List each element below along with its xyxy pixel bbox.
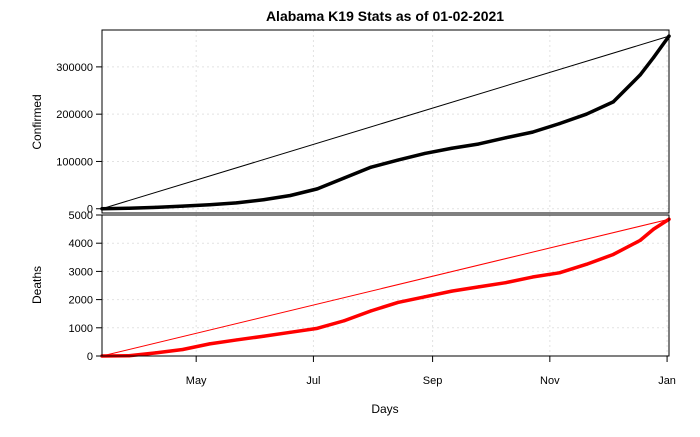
data-point: [154, 351, 158, 355]
y-axis-label: Confirmed: [30, 94, 44, 149]
data-point: [450, 289, 454, 293]
grid-layer: [102, 30, 669, 357]
data-point: [557, 122, 562, 126]
data-point: [127, 206, 131, 210]
data-point: [638, 73, 642, 77]
reference-line-deaths: [101, 218, 670, 357]
data-point: [261, 198, 266, 202]
data-point: [652, 227, 656, 231]
data-point: [369, 165, 373, 169]
y-tick-label: 200000: [56, 109, 93, 121]
data-point: [530, 275, 535, 279]
plot-frame: [101, 214, 670, 357]
data-point: [477, 142, 481, 146]
x-tick-label: May: [186, 375, 207, 387]
y-axis-label: Deaths: [30, 266, 44, 304]
y-tick-label: 100000: [56, 156, 93, 168]
data-point: [611, 252, 615, 257]
data-point: [234, 338, 239, 342]
data-point: [369, 309, 373, 313]
data-point: [208, 203, 212, 207]
data-point: [530, 130, 535, 134]
chart-title: Alabama K19 Stats as of 01-02-2021: [266, 8, 504, 24]
data-point: [288, 193, 292, 198]
data-point: [342, 319, 346, 323]
data-point: [611, 100, 615, 104]
data-point: [423, 151, 427, 156]
data-point: [288, 330, 292, 334]
reference-line-confirmed: [101, 35, 670, 210]
data-point: [154, 205, 158, 209]
data-point: [477, 285, 481, 289]
data-point: [423, 295, 427, 299]
y-tick-label: 1000: [69, 323, 93, 335]
data-point: [557, 271, 562, 275]
data-point: [181, 204, 185, 208]
y-tick-label: 2000: [69, 295, 93, 307]
data-point: [504, 281, 508, 285]
panel-confirmed: 0 100000 200000 300000 Confirmed: [30, 29, 671, 216]
data-point: [584, 112, 588, 116]
y-tick-label: 3000: [69, 266, 93, 278]
data-point: [181, 347, 185, 352]
x-axis-label: Days: [371, 402, 398, 416]
x-tick-label: Nov: [540, 375, 560, 387]
y-tick-label: 5000: [69, 210, 93, 222]
data-point: [208, 342, 212, 346]
y-tick-label: 4000: [69, 238, 93, 250]
data-point: [450, 146, 454, 150]
y-tick-label: 300000: [56, 62, 93, 74]
x-tick-label: Sep: [423, 375, 443, 387]
x-tick-label: Jul: [306, 375, 320, 387]
data-point: [261, 334, 266, 338]
panel-deaths: 0 1000 2000 3000 4000 5000 Deaths May Jul Sep Nov J…: [30, 210, 676, 387]
data-point: [584, 262, 588, 266]
y-tick-label: 0: [87, 351, 93, 363]
panel-layer: 0 100000 200000 300000 Confirmed 0 1000 2000 300…: [30, 29, 676, 387]
data-point: [638, 238, 642, 242]
data-point: [342, 176, 346, 180]
data-point: [396, 300, 400, 305]
data-point: [652, 55, 656, 60]
data-point: [315, 187, 319, 191]
data-point: [504, 136, 508, 140]
data-point: [234, 201, 239, 205]
y-tick-label: 0: [87, 204, 93, 216]
x-tick-label: Jan: [658, 375, 676, 387]
data-point: [315, 326, 319, 330]
plot-frame: [101, 29, 670, 214]
data-point: [396, 158, 400, 162]
